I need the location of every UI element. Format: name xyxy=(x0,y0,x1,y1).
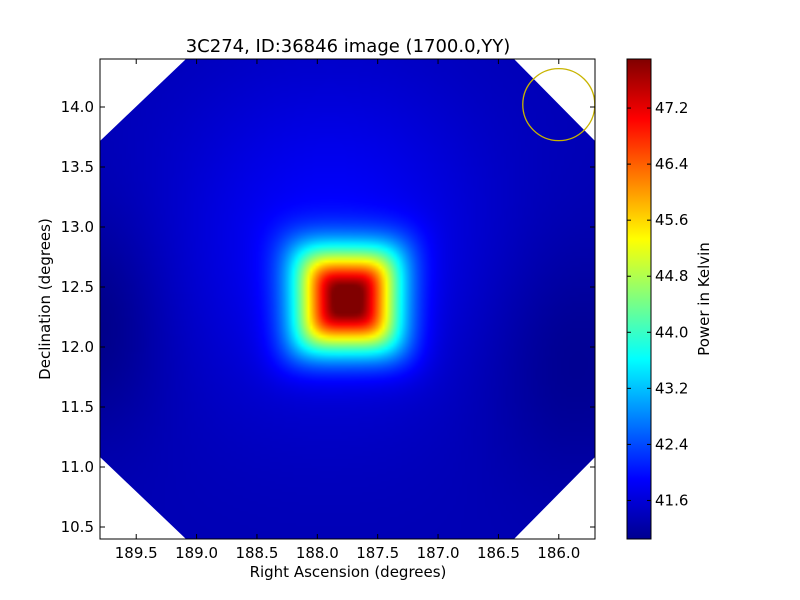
x-tick-label: 188.0 xyxy=(296,544,339,562)
colorbar-tick-label: 46.4 xyxy=(655,155,688,173)
x-axis-label: Right Ascension (degrees) xyxy=(250,563,447,581)
x-tick-label: 186.5 xyxy=(477,544,520,562)
colorbar-tick-label: 47.2 xyxy=(655,99,688,117)
x-tick-label: 187.5 xyxy=(356,544,399,562)
y-tick-label: 13.5 xyxy=(61,158,94,176)
x-tick-label: 188.5 xyxy=(235,544,278,562)
clipped-corner-top-left xyxy=(100,59,186,141)
x-tick-label: 189.5 xyxy=(115,544,158,562)
colorbar-tick-label: 45.6 xyxy=(655,211,688,229)
colorbar xyxy=(626,58,652,540)
y-tick-label: 11.5 xyxy=(61,398,94,416)
clipped-corner-bottom-left xyxy=(100,457,186,539)
plot-frame xyxy=(99,58,596,540)
colorbar-tick-label: 42.4 xyxy=(655,435,688,453)
y-tick-label: 13.0 xyxy=(61,218,94,236)
clipped-corner-top-right xyxy=(514,59,595,141)
chart-title: 3C274, ID:36846 image (1700.0,YY) xyxy=(186,36,511,57)
colorbar-label: Power in Kelvin xyxy=(695,242,713,356)
y-tick-label: 12.5 xyxy=(61,278,94,296)
x-tick-label: 186.0 xyxy=(537,544,580,562)
colorbar-ticks: 41.6 42.4 43.2 44.0 44.8 45.6 46.4 47.2 xyxy=(627,99,688,509)
colorbar-tick-label: 44.8 xyxy=(655,267,688,285)
y-tick-label: 12.0 xyxy=(61,338,94,356)
colorbar-tick-label: 41.6 xyxy=(655,491,688,509)
clipped-corner-bottom-right xyxy=(514,457,595,539)
x-axis-ticks: 189.5 189.0 188.5 188.0 187.5 187.0 186.5 186.0 xyxy=(115,59,580,562)
x-tick-label: 187.0 xyxy=(417,544,460,562)
x-tick-label: 189.0 xyxy=(175,544,218,562)
colorbar-tick-label: 44.0 xyxy=(655,323,688,341)
colorbar-tick-label: 43.2 xyxy=(655,379,688,397)
y-tick-label: 11.0 xyxy=(61,458,94,476)
heatmap-image xyxy=(100,59,595,539)
y-tick-label: 10.5 xyxy=(61,518,94,536)
y-axis-label: Declination (degrees) xyxy=(36,218,54,380)
y-axis-ticks: 10.5 11.0 11.5 12.0 12.5 13.0 13.5 14.0 xyxy=(61,98,595,536)
heatmap-plot-area xyxy=(100,59,595,539)
y-tick-label: 14.0 xyxy=(61,98,94,116)
